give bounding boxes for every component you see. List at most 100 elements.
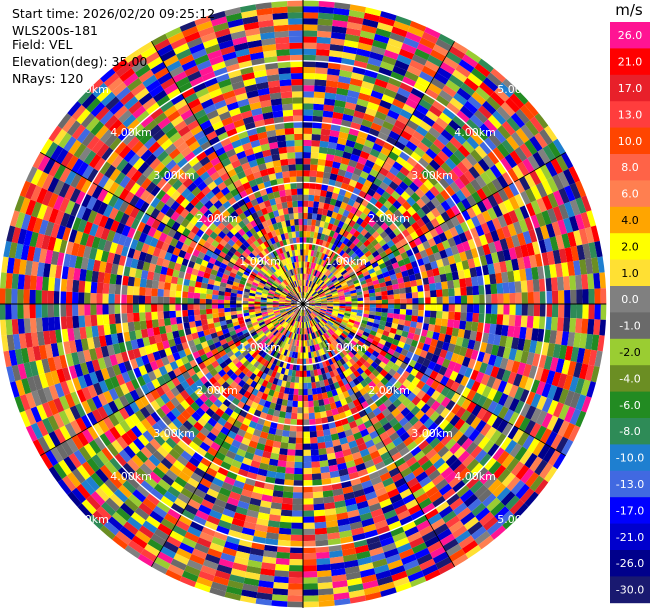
velocity-cell	[338, 351, 346, 359]
velocity-cell	[579, 333, 588, 349]
velocity-cell	[235, 392, 244, 401]
velocity-cell	[97, 357, 107, 370]
velocity-cell	[391, 363, 400, 372]
velocity-cell	[298, 340, 302, 347]
velocity-cell	[445, 326, 454, 336]
velocity-cell	[24, 408, 37, 426]
velocity-cell	[363, 179, 373, 189]
velocity-cell	[272, 329, 279, 336]
velocity-cell	[575, 410, 587, 428]
velocity-cell	[499, 335, 508, 347]
velocity-cell	[193, 421, 204, 432]
velocity-cell	[153, 434, 166, 446]
velocity-cell	[380, 222, 389, 231]
velocity-cell	[297, 352, 301, 359]
velocity-cell	[88, 514, 104, 530]
velocity-cell	[348, 319, 355, 324]
velocity-cell	[324, 339, 330, 347]
velocity-cell	[369, 311, 376, 316]
velocity-cell	[408, 326, 416, 334]
velocity-cell	[411, 386, 422, 396]
velocity-cell	[384, 482, 397, 493]
velocity-cell	[339, 299, 346, 303]
velocity-cell	[157, 318, 165, 327]
velocity-cell	[508, 247, 518, 260]
velocity-cell	[394, 304, 401, 310]
velocity-cell	[47, 357, 57, 372]
velocity-cell	[496, 250, 506, 263]
velocity-cell	[322, 110, 334, 118]
velocity-cell	[389, 166, 400, 177]
velocity-cell	[182, 420, 194, 431]
velocity-cell	[275, 359, 282, 367]
velocity-cell	[304, 292, 308, 299]
velocity-cell	[451, 327, 460, 337]
velocity-cell	[335, 254, 342, 262]
velocity-cell	[5, 272, 13, 289]
velocity-cell	[297, 321, 301, 328]
velocity-cell	[296, 364, 300, 371]
velocity-cell	[309, 288, 314, 295]
velocity-cell	[295, 321, 299, 328]
velocity-cell	[392, 499, 406, 510]
velocity-cell	[180, 380, 190, 390]
velocity-cell	[214, 451, 226, 462]
velocity-cell	[251, 491, 263, 501]
velocity-cell	[317, 356, 322, 363]
velocity-cell	[241, 374, 250, 383]
velocity-cell	[353, 142, 364, 151]
velocity-cell	[342, 356, 349, 363]
velocity-cell	[350, 311, 357, 316]
velocity-cell	[460, 511, 476, 526]
velocity-cell	[162, 426, 174, 438]
velocity-cell	[401, 330, 409, 338]
velocity-cell	[212, 336, 220, 344]
velocity-cell	[136, 484, 150, 498]
velocity-cell	[115, 530, 132, 545]
velocity-cell	[357, 340, 365, 347]
velocity-cell	[84, 304, 91, 316]
velocity-cell	[138, 525, 154, 539]
velocity-cell	[439, 221, 450, 233]
velocity-cell	[341, 377, 349, 386]
velocity-cell	[345, 460, 356, 469]
velocity-cell	[330, 316, 337, 321]
velocity-cell	[72, 304, 79, 317]
velocity-cell	[535, 381, 546, 396]
velocity-cell	[347, 465, 358, 475]
velocity-cell	[30, 168, 43, 186]
velocity-cell	[238, 267, 246, 274]
velocity-cell	[292, 364, 297, 371]
velocity-cell	[35, 304, 42, 318]
velocity-cell	[306, 376, 312, 383]
velocity-cell	[230, 365, 239, 373]
velocity-cell	[273, 484, 284, 492]
velocity-cell	[463, 268, 472, 279]
velocity-cell	[216, 330, 224, 337]
velocity-cell	[367, 389, 376, 398]
velocity-cell	[348, 380, 356, 389]
velocity-cell	[122, 331, 131, 342]
velocity-cell	[369, 416, 380, 426]
velocity-cell	[409, 20, 427, 32]
velocity-cell	[315, 251, 320, 258]
velocity-cell	[230, 288, 238, 294]
velocity-cell	[253, 375, 261, 383]
velocity-cell	[207, 446, 218, 457]
velocity-cell	[265, 439, 274, 447]
velocity-cell	[338, 468, 349, 477]
velocity-cell	[20, 347, 30, 364]
velocity-cell	[427, 540, 443, 554]
velocity-cell	[132, 229, 142, 241]
velocity-cell	[102, 403, 114, 417]
velocity-cell	[508, 411, 520, 426]
velocity-cell	[259, 574, 275, 583]
velocity-cell	[11, 364, 22, 382]
velocity-cell	[406, 65, 422, 77]
velocity-cell	[580, 379, 591, 397]
velocity-cell	[537, 443, 551, 460]
velocity-cell	[439, 533, 456, 547]
velocity-cell	[207, 278, 215, 285]
velocity-cell	[181, 310, 189, 317]
velocity-cell	[484, 284, 492, 295]
